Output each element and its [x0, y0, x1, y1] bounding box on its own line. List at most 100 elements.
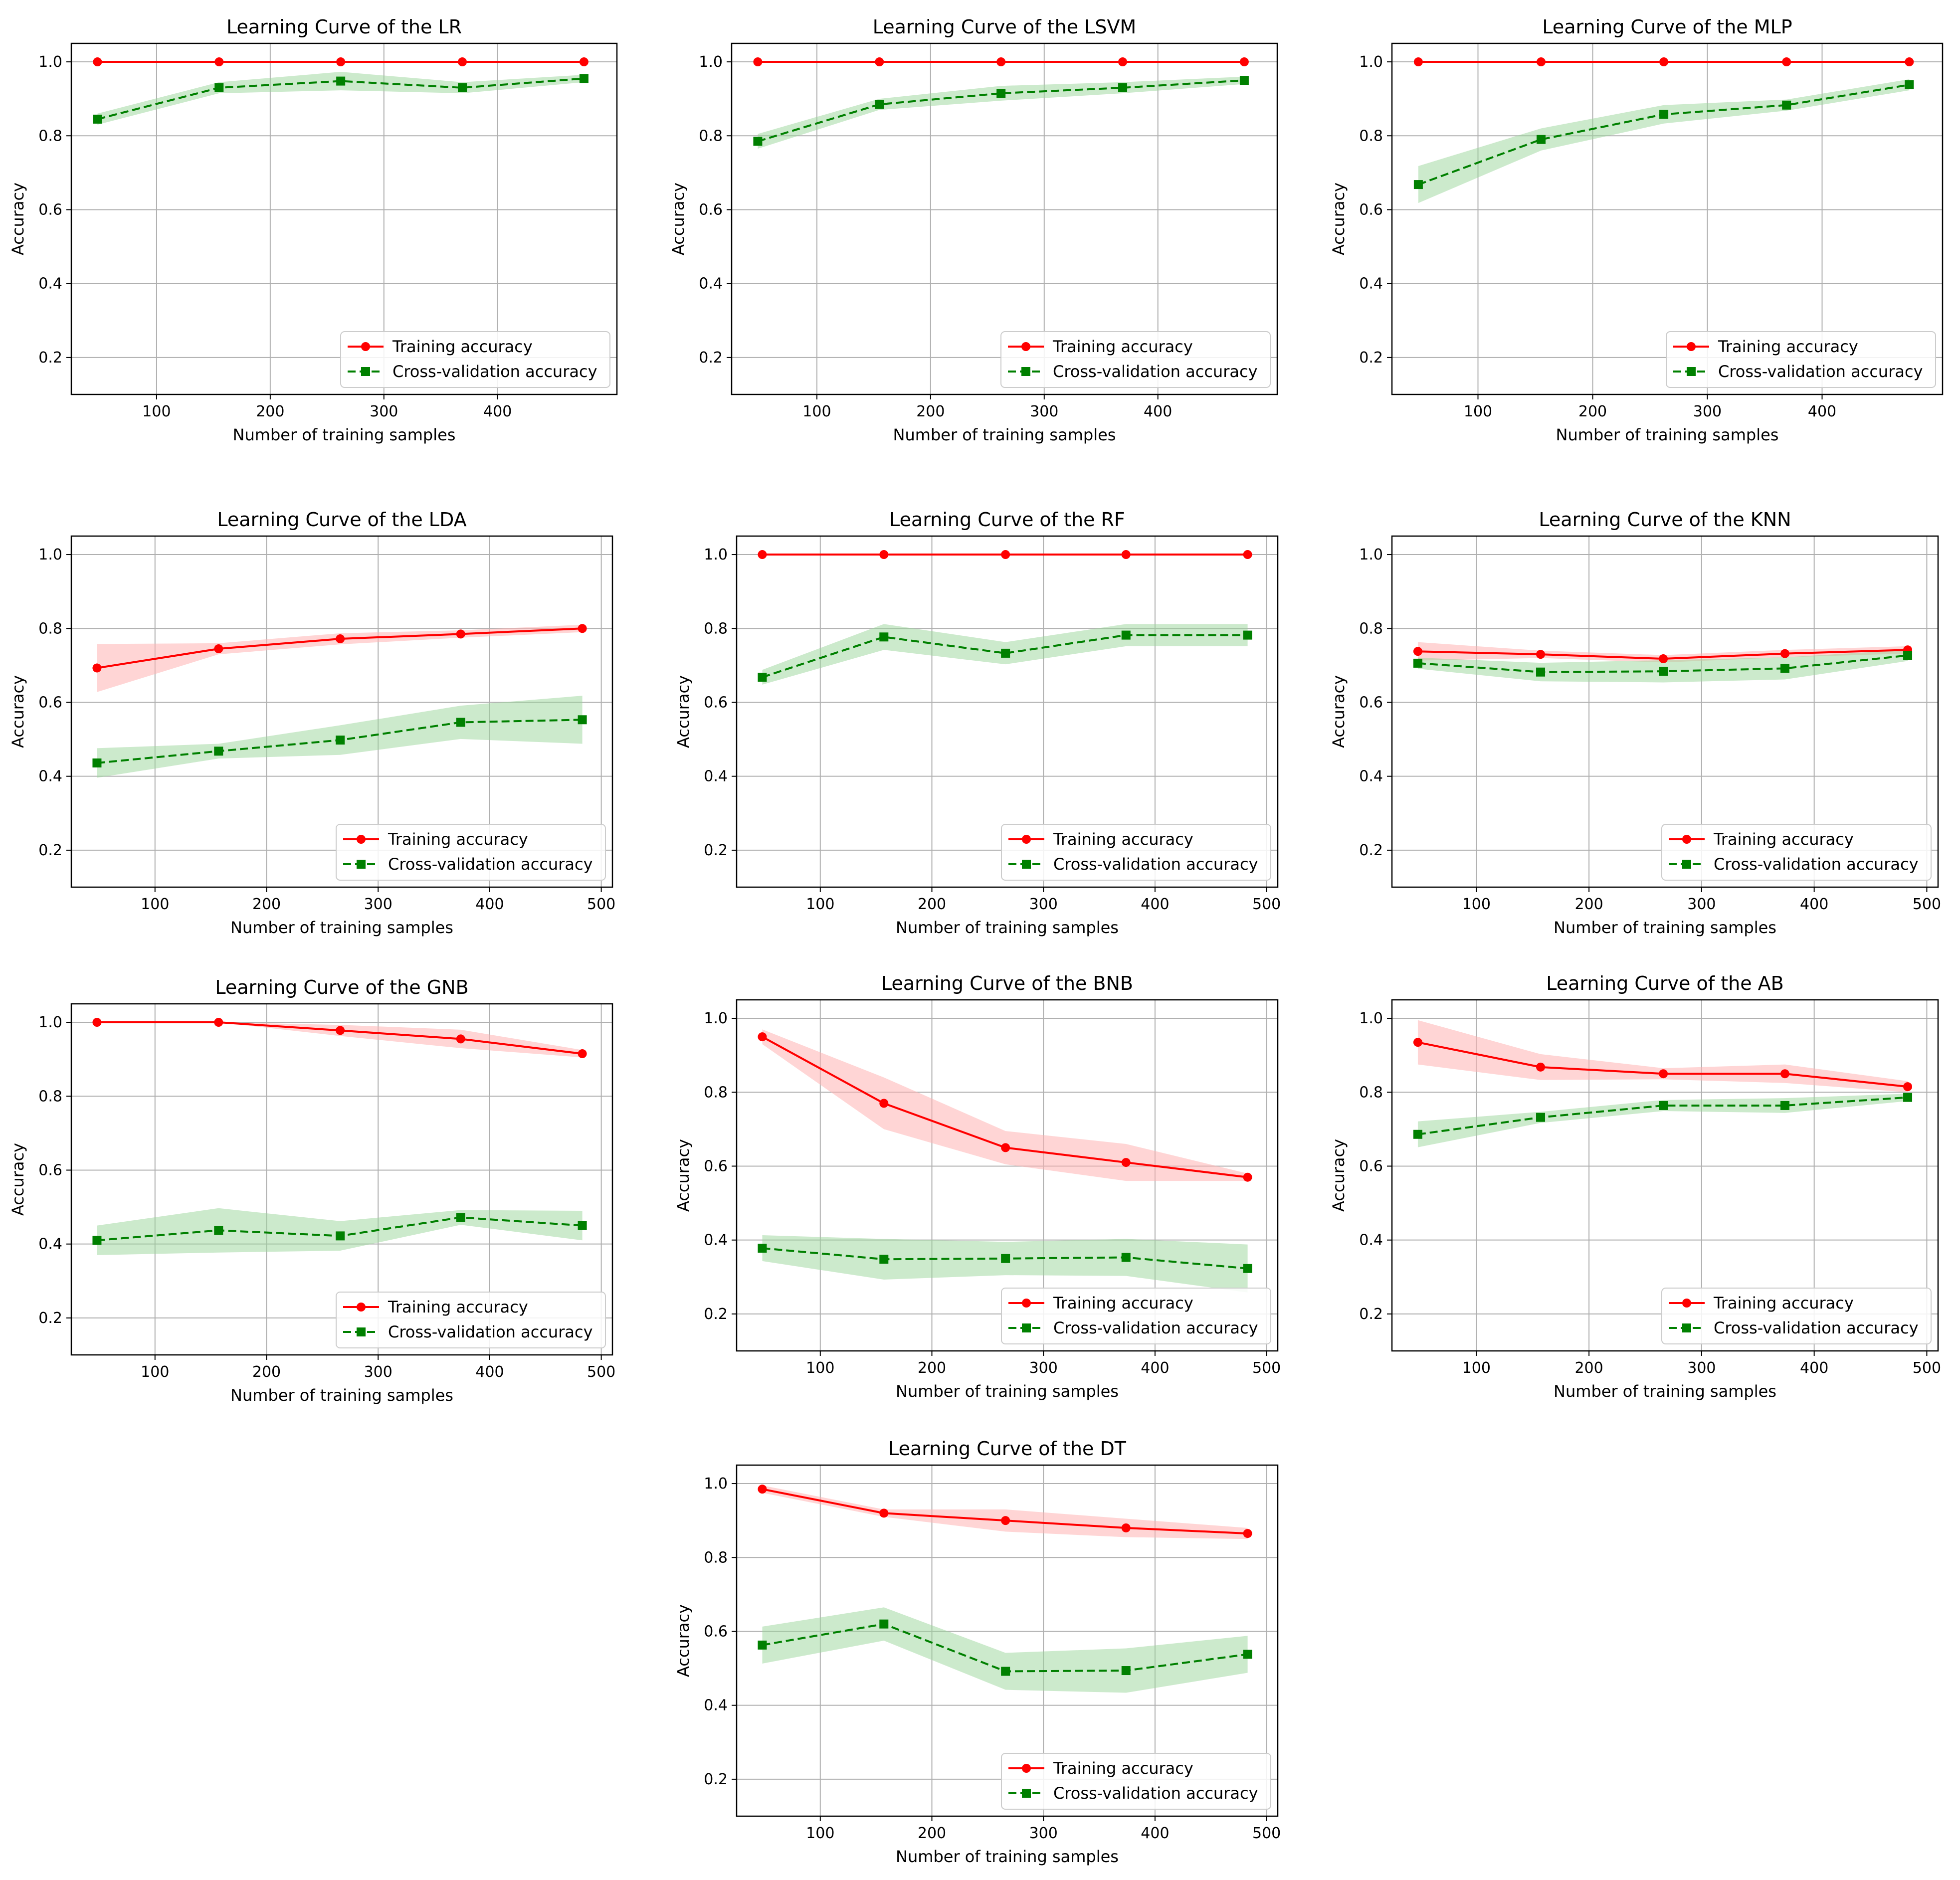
- cv-accuracy-point: [336, 736, 345, 745]
- subplot-5: 100 200 300 400 500 0.2 0.4 0.6 0.8 1.0 Learning C…: [674, 509, 1281, 937]
- x-tick-label: 300: [1687, 1359, 1716, 1377]
- subplot-title: Learning Curve of the AB: [1546, 972, 1783, 994]
- training-accuracy-point: [214, 1018, 223, 1027]
- x-tick-label: 100: [802, 403, 831, 420]
- training-accuracy-point: [1413, 57, 1423, 67]
- y-tick-label: 0.6: [1359, 201, 1383, 218]
- x-tick-label: 400: [1144, 403, 1172, 420]
- axes-frame: [731, 42, 1278, 395]
- legend-box: [340, 331, 610, 388]
- y-axis-label: Accuracy: [8, 1143, 27, 1216]
- y-axis-label: Accuracy: [674, 1604, 693, 1677]
- y-axis-label: Accuracy: [674, 1139, 693, 1212]
- cv-accuracy-point: [92, 1236, 102, 1245]
- subplot-title: Learning Curve of the GNB: [215, 976, 468, 998]
- axes-frame: [1391, 535, 1939, 888]
- training-accuracy-point: [879, 1099, 889, 1108]
- subplot-8: 100 200 300 400 500 0.2 0.4 0.6 0.8 1.0 Learning C…: [674, 972, 1281, 1401]
- y-tick-label: 1.0: [699, 53, 723, 71]
- x-tick-label: 100: [806, 896, 834, 913]
- training-accuracy-point: [1659, 57, 1669, 67]
- legend-box: [1001, 1753, 1271, 1810]
- x-tick-label: 200: [252, 896, 281, 913]
- legend-training-marker: [1022, 1299, 1031, 1308]
- cv-accuracy-point: [214, 1226, 223, 1235]
- x-tick-label: 100: [141, 1363, 169, 1381]
- x-tick-label: 300: [364, 1363, 392, 1381]
- legend-training-label: Training accuracy: [1713, 830, 1854, 849]
- y-axis-label: Accuracy: [8, 183, 27, 255]
- legend-cv-marker: [357, 860, 366, 869]
- training-accuracy-point: [1001, 1143, 1010, 1152]
- x-tick-label: 500: [1913, 1359, 1941, 1377]
- axes-frame: [736, 1464, 1279, 1817]
- legend-cv-label: Cross-validation accuracy: [1714, 855, 1919, 874]
- legend-cv-label: Cross-validation accuracy: [1053, 362, 1258, 381]
- training-accuracy-point: [1659, 654, 1668, 664]
- x-tick-label: 100: [1464, 403, 1492, 420]
- training-accuracy-point: [1243, 1172, 1252, 1182]
- x-tick-label: 200: [918, 896, 946, 913]
- y-tick-label: 0.4: [704, 768, 728, 785]
- x-tick-label: 400: [483, 403, 512, 420]
- axes-frame: [70, 42, 618, 395]
- cv-accuracy-line: [762, 634, 1248, 678]
- legend-cv-marker: [1682, 1323, 1691, 1332]
- x-tick-label: 300: [370, 403, 398, 420]
- x-axis-label: Number of training samples: [896, 918, 1119, 937]
- y-tick-label: 1.0: [1359, 53, 1383, 71]
- y-tick-label: 0.2: [704, 1306, 728, 1323]
- y-tick-label: 0.8: [38, 620, 62, 637]
- y-tick-label: 0.8: [704, 1549, 728, 1566]
- cv-accuracy-point: [1243, 1264, 1252, 1273]
- training-accuracy-point: [1905, 57, 1914, 67]
- cv-accuracy-point: [93, 114, 102, 124]
- cv-accuracy-point: [1121, 630, 1131, 640]
- cv-accuracy-point: [879, 1619, 889, 1629]
- x-tick-label: 300: [1030, 403, 1058, 420]
- legend-box: [1661, 824, 1932, 881]
- x-tick-label: 100: [806, 1825, 834, 1842]
- x-tick-label: 200: [1578, 403, 1607, 420]
- legend: Training accuracy Cross-validation accura…: [1001, 1288, 1271, 1344]
- cv-std-band: [762, 1607, 1248, 1693]
- training-accuracy-point: [758, 1032, 767, 1042]
- x-tick-label: 200: [256, 403, 284, 420]
- y-tick-label: 0.6: [38, 201, 62, 218]
- y-tick-label: 0.6: [1359, 1157, 1383, 1175]
- training-accuracy-point: [578, 624, 587, 633]
- legend-box: [1001, 1288, 1271, 1344]
- cv-accuracy-point: [458, 83, 467, 92]
- x-axis-label: Number of training samples: [1556, 425, 1779, 444]
- training-accuracy-point: [336, 1026, 345, 1035]
- y-tick-label: 0.4: [38, 1236, 62, 1253]
- cv-accuracy-point: [456, 1213, 465, 1222]
- y-tick-label: 0.8: [1359, 1084, 1383, 1101]
- training-accuracy-point: [456, 1034, 465, 1044]
- legend: Training accuracy Cross-validation accura…: [1000, 331, 1271, 388]
- legend-training-label: Training accuracy: [1053, 830, 1193, 849]
- subplot-1: 100 200 300 400 0.2 0.4 0.6 0.8 1.0 Learning Curv…: [8, 16, 618, 444]
- y-tick-label: 0.4: [704, 1697, 728, 1714]
- y-tick-label: 0.8: [1359, 127, 1383, 145]
- y-tick-label: 0.2: [699, 349, 723, 367]
- legend-training-marker: [1022, 1764, 1031, 1773]
- y-axis-label: Accuracy: [1329, 675, 1348, 748]
- y-tick-label: 1.0: [704, 1475, 728, 1493]
- training-accuracy-point: [1903, 1082, 1913, 1092]
- legend-training-label: Training accuracy: [388, 1298, 528, 1316]
- training-accuracy-point: [336, 57, 346, 67]
- training-accuracy-point: [879, 1508, 889, 1518]
- legend-cv-label: Cross-validation accuracy: [388, 1322, 593, 1341]
- training-accuracy-point: [1536, 1062, 1546, 1072]
- subplot-title: Learning Curve of the LR: [226, 16, 462, 38]
- y-tick-label: 1.0: [38, 546, 62, 564]
- legend-training-label: Training accuracy: [392, 337, 533, 356]
- y-tick-label: 0.2: [1359, 1306, 1383, 1323]
- legend-cv-marker: [361, 367, 370, 376]
- training-accuracy-point: [1782, 57, 1791, 67]
- legend-cv-label: Cross-validation accuracy: [392, 362, 597, 381]
- y-tick-label: 0.4: [38, 275, 62, 293]
- y-axis-label: Accuracy: [1329, 183, 1348, 255]
- x-tick-label: 300: [1687, 896, 1716, 913]
